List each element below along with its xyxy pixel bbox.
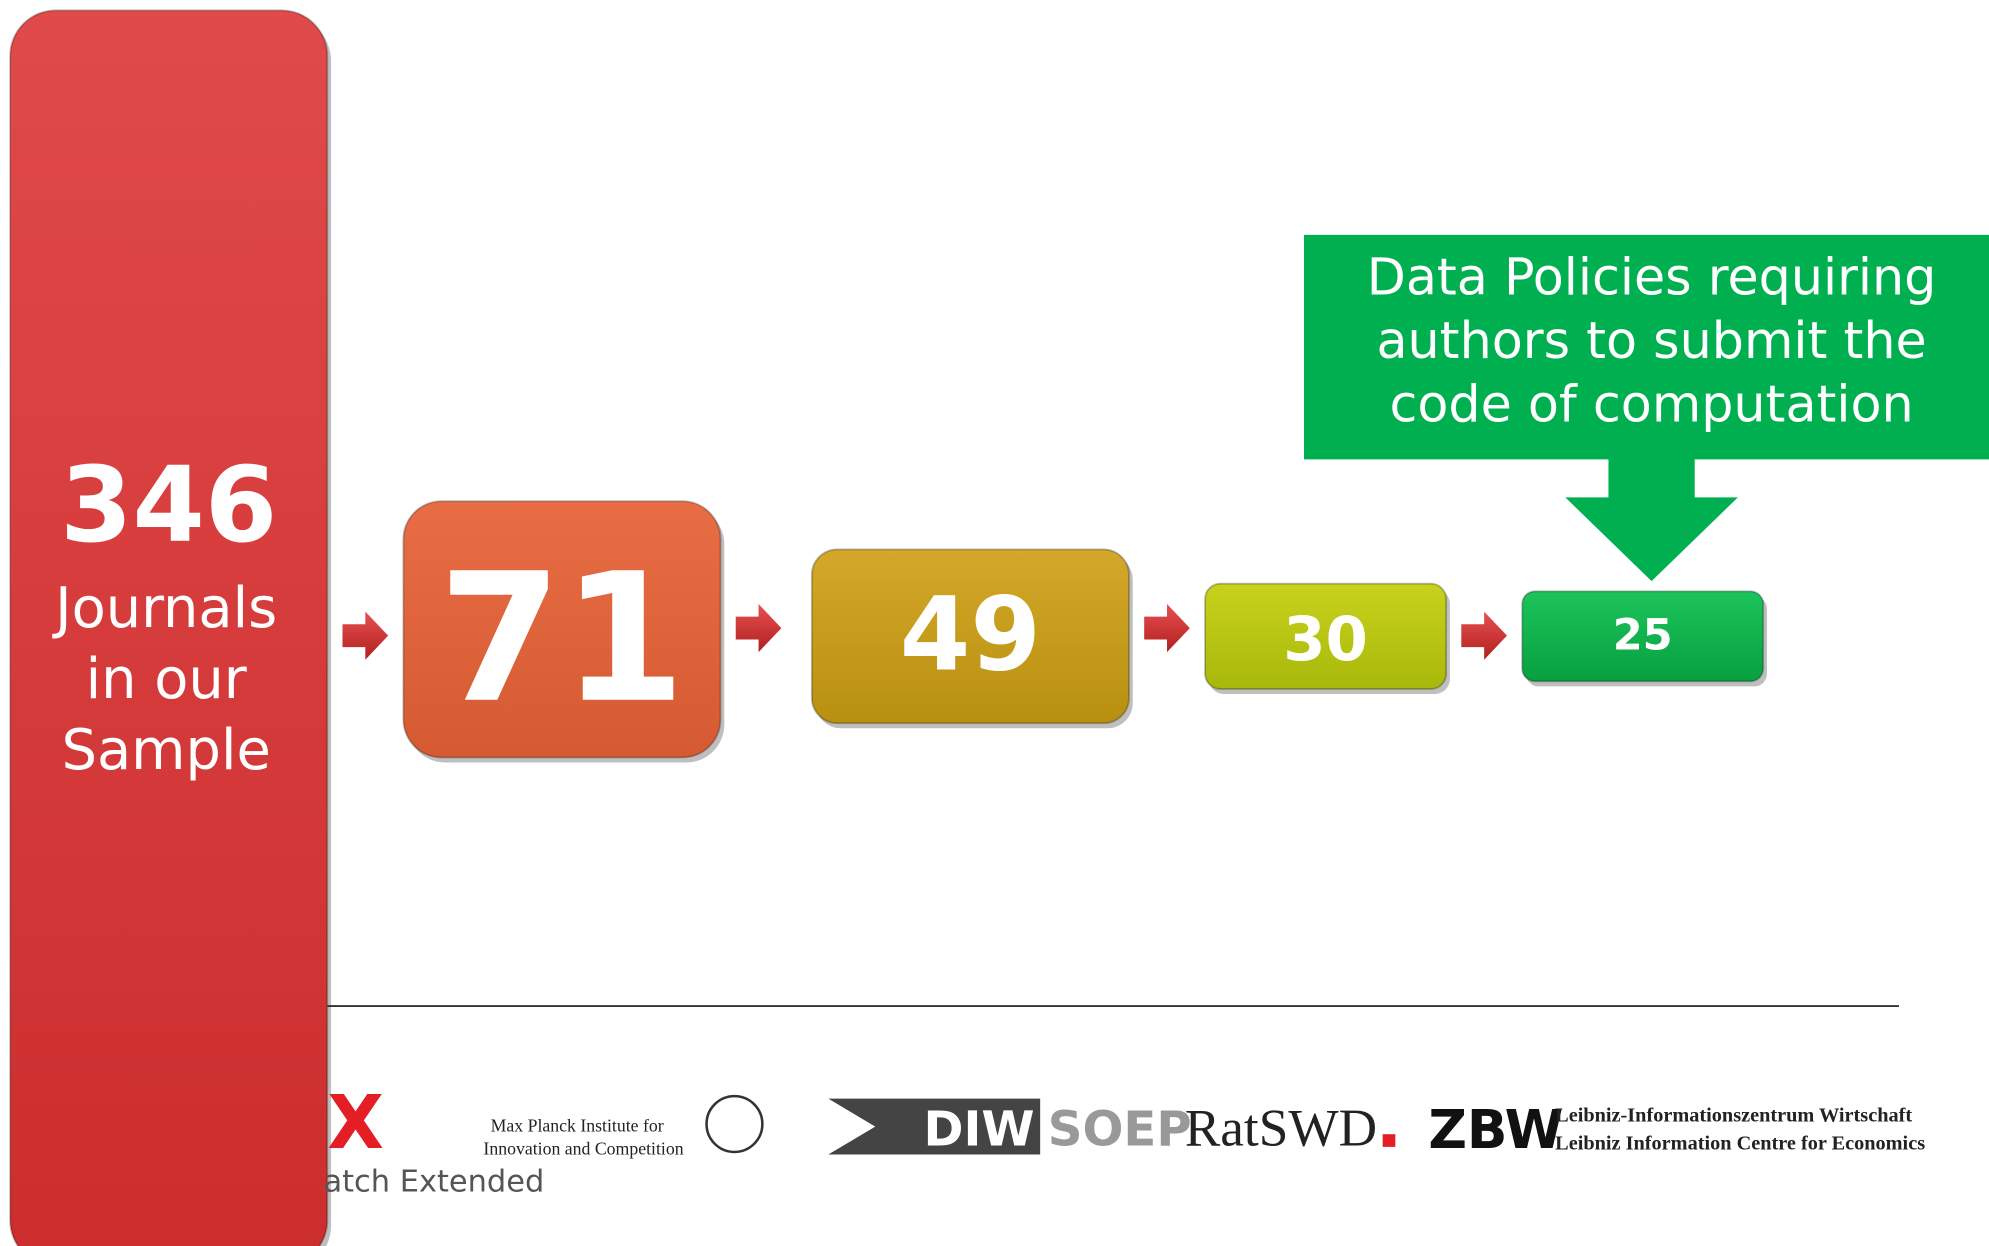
logo-dot — [1382, 1134, 1396, 1147]
logos: X atch Extended Max Planck Institute for… — [323, 1081, 1925, 1199]
box — [1204, 582, 1448, 690]
arrow — [1144, 603, 1190, 653]
box-label: Journals — [52, 576, 277, 641]
arrow — [342, 611, 389, 660]
logo-text: Leibniz-Informationszentrum Wirtschaft — [1555, 1105, 1912, 1127]
logo-text: atch Extended — [323, 1164, 544, 1199]
callout-text: authors to submit the — [1376, 311, 1926, 370]
box-value: 71 — [438, 535, 685, 742]
logo-diw-bg — [828, 1098, 1041, 1155]
logo-seal — [705, 1094, 764, 1154]
logo-text: SOEP — [1048, 1102, 1192, 1158]
box — [1521, 590, 1765, 683]
logo-mark: X — [327, 1081, 384, 1166]
arrow — [1461, 611, 1507, 660]
box-value: 346 — [60, 444, 277, 566]
box-label: in our — [86, 647, 247, 712]
logo-text: Innovation and Competition — [483, 1138, 683, 1158]
callout: Data Policies requiring authors to submi… — [1304, 234, 1989, 582]
logo-text: Max Planck Institute for — [491, 1116, 664, 1136]
box — [402, 500, 722, 759]
box-value: 49 — [900, 575, 1041, 693]
box-label: Sample — [62, 718, 271, 783]
logo-text: Leibniz Information Centre for Economics — [1555, 1132, 1925, 1154]
callout-text: code of computation — [1389, 374, 1913, 433]
box — [810, 548, 1130, 725]
box-value: 30 — [1283, 604, 1368, 675]
arrow — [735, 603, 782, 653]
box — [9, 9, 329, 1246]
box-value: 25 — [1613, 611, 1673, 661]
logo-text: ZBW — [1428, 1099, 1563, 1161]
callout-shape — [1304, 234, 1989, 582]
callout-text: Data Policies requiring — [1367, 247, 1937, 306]
arrows — [342, 603, 1507, 660]
logo-text: RatSWD — [1185, 1099, 1377, 1158]
logo-text: DIW — [923, 1102, 1034, 1158]
